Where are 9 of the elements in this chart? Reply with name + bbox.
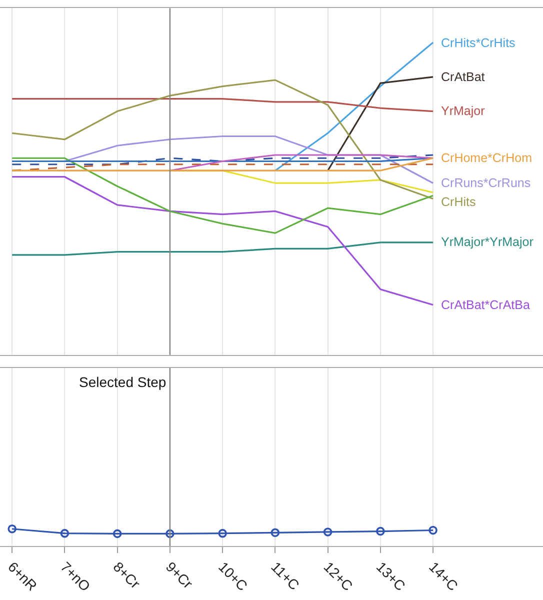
series-label: CrRuns*CrRuns	[441, 176, 531, 190]
series-label: CrAtBat*CrAtBa	[441, 298, 530, 312]
ref-line-label: Selected Step	[79, 374, 166, 390]
series-label: YrMajor	[441, 104, 485, 118]
series-label: CrHits	[441, 195, 476, 209]
series-label: CrAtBat	[441, 70, 486, 84]
series-label: CrHits*CrHits	[441, 36, 516, 50]
series-label: YrMajor*YrMajor	[441, 235, 534, 249]
series-label: CrHome*CrHom	[441, 151, 532, 165]
